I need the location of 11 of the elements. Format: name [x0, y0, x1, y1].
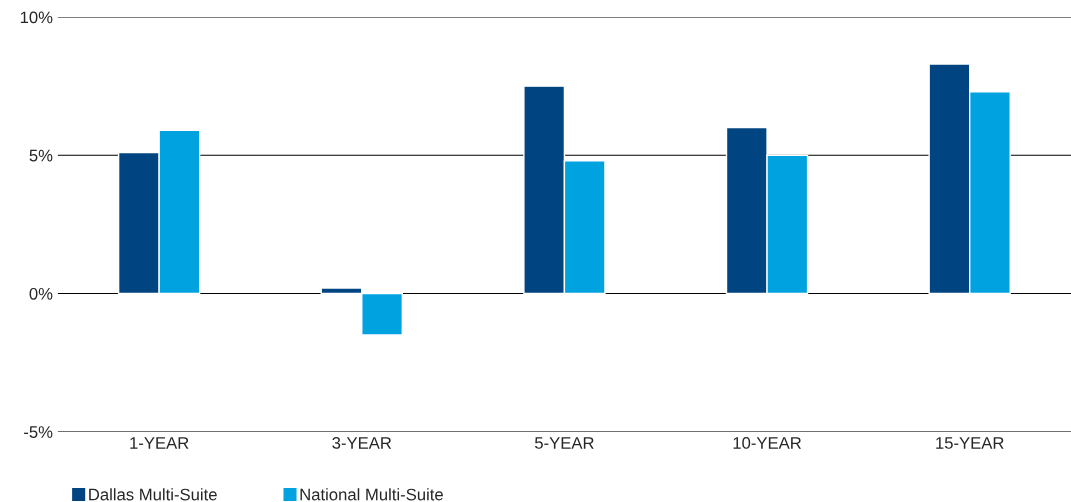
legend-label: Dallas Multi-Suite: [89, 488, 217, 501]
x-tick-label: 1-YEAR: [130, 437, 189, 449]
y-tick-label: 0%: [29, 287, 53, 300]
x-tick-label: 15-YEAR: [936, 437, 1004, 449]
y-tick-label: 5%: [29, 149, 53, 162]
x-tick-label: 10-YEAR: [733, 437, 802, 449]
legend-label: National Multi-Suite: [300, 488, 443, 501]
y-tick-label: 10%: [20, 11, 53, 24]
x-tick-label: 5-YEAR: [534, 437, 594, 449]
x-tick-label: 3-YEAR: [332, 437, 392, 449]
y-tick-label: -5%: [24, 426, 53, 438]
